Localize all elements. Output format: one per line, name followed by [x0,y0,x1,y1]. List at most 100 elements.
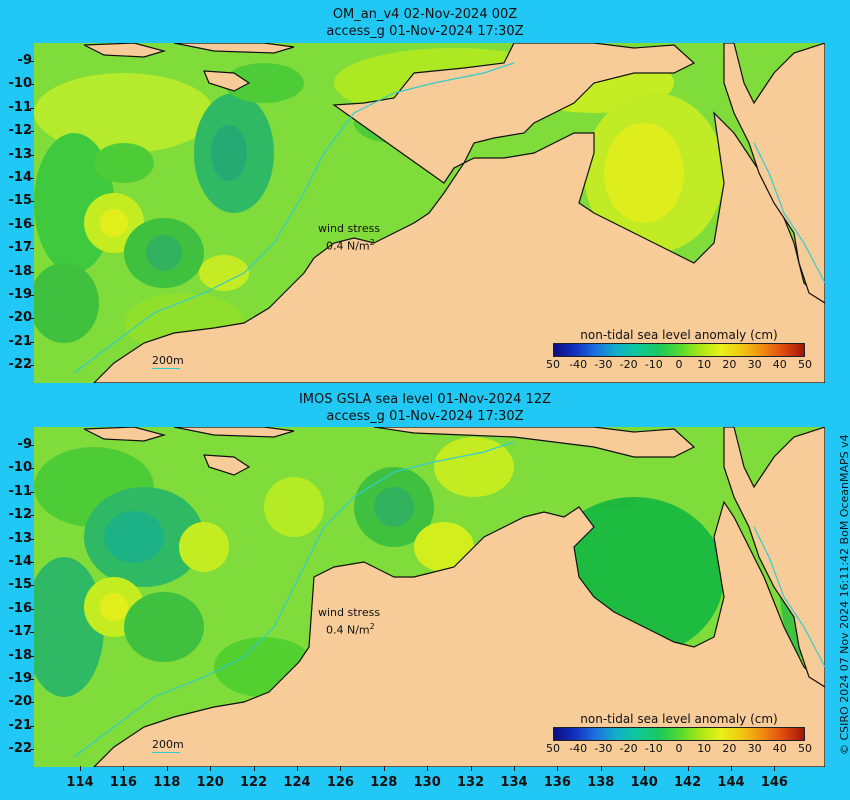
land [83,43,825,383]
scale-line [152,368,180,369]
x-tick-mark [427,766,429,771]
y-tick-mark [30,725,34,727]
y-tick-mark [30,679,34,680]
legend-tick: 20 [722,742,737,755]
legend-tick: 40 [772,742,787,755]
legend-tick: 10 [697,358,712,371]
x-tick-mark [383,766,385,771]
y-tick-label: -21 [8,717,33,733]
y-tick-label: -22 [8,741,33,757]
y-tick-mark [30,84,34,86]
y-tick-label: -15 [8,577,33,593]
y-tick-mark [30,702,34,704]
legend-colorbar [553,727,805,741]
y-tick-mark [30,271,34,273]
x-tick-mark [774,766,776,771]
legend-ticks: 50 -40 -30 -20 -10 0 10 20 30 40 50 [546,357,812,371]
y-tick-mark [30,107,34,109]
x-tick-mark [600,766,602,771]
legend-tick: 50 [798,358,812,371]
y-tick-mark [30,318,34,320]
panel2-legend: non-tidal sea level anomaly (cm) 50 -40 … [546,712,812,755]
y-tick-label: -18 [8,647,33,663]
y-tick-label: -22 [8,357,33,373]
x-tick-mark [166,766,168,771]
x-tick-label: 120 [196,775,224,790]
x-tick-mark [297,766,298,771]
wind-stress-value: 0.4 N/m2 [326,238,375,253]
panel1-wind-stress-label: wind stress 0.4 N/m2 [318,222,380,254]
legend-tick: 50 [798,742,812,755]
x-tick-label: 146 [760,775,788,790]
contour-200m [73,441,825,758]
panel2-scale-200m: 200m [152,738,184,753]
x-tick-label: 116 [109,775,137,790]
y-tick-label: -17 [8,240,33,256]
y-tick-label: -15 [8,193,33,209]
y-tick-mark [30,365,34,367]
y-tick-mark [30,468,34,470]
wind-stress-text: wind stress [318,606,381,619]
y-tick-label: -16 [8,600,33,616]
y-tick-label: -17 [8,624,33,640]
legend-tick: 30 [747,358,762,371]
legend-tick: 40 [772,358,787,371]
y-tick-label: -14 [8,554,33,569]
scale-label: 200m [152,738,184,751]
x-tick-mark [687,766,689,771]
y-tick-mark [30,248,34,250]
y-tick-label: -13 [8,530,33,546]
y-tick-mark [30,131,34,133]
x-tick-mark [514,766,515,771]
legend-ticks: 50 -40 -30 -20 -10 0 10 20 30 40 50 [546,741,812,755]
legend-tick: 50 [546,358,560,371]
y-tick-mark [30,538,34,540]
y-tick-mark [30,632,34,634]
x-tick-mark [210,766,212,771]
x-tick-label: 132 [457,775,485,790]
x-tick-mark [644,766,646,771]
panel1-map [34,43,825,383]
legend-tick: 30 [747,742,762,755]
y-tick-mark [30,178,34,179]
panel1-title-line2: access_g 01-Nov-2024 17:30Z [326,24,524,39]
panel1-scale-200m: 200m [152,354,184,369]
legend-tick: 0 [675,358,683,371]
y-tick-mark [30,562,34,563]
legend-title: non-tidal sea level anomaly (cm) [580,328,778,342]
y-tick-label: -11 [8,483,33,499]
legend-tick: -10 [644,742,663,755]
legend-colorbar [553,343,805,357]
y-tick-label: -12 [8,507,33,523]
y-tick-label: -10 [8,76,33,92]
legend-title: non-tidal sea level anomaly (cm) [580,712,778,726]
legend-tick: 10 [697,742,712,755]
legend-tick: -30 [594,742,613,755]
y-tick-mark [30,585,34,587]
scale-line [152,752,180,753]
y-tick-label: -20 [8,694,33,710]
y-tick-label: -10 [8,460,33,476]
x-tick-label: 130 [413,775,441,790]
x-tick-label: 142 [674,775,702,790]
panel1-title-line1: OM_an_v4 02-Nov-2024 00Z [332,7,518,22]
legend-tick: -30 [594,358,613,371]
y-tick-label: -19 [8,287,33,302]
panel2-map [34,427,825,767]
legend-tick: -40 [569,358,588,371]
y-tick-mark [30,608,34,610]
y-tick-label: -21 [8,333,33,349]
x-tick-mark [470,766,472,771]
y-tick-label: -18 [8,263,33,279]
x-tick-label: 144 [717,775,745,790]
x-tick-label: 114 [66,775,94,790]
y-tick-label: -9 [17,437,32,452]
contour-200m [73,62,825,374]
x-tick-label: 128 [370,775,398,790]
y-tick-mark [30,749,34,751]
y-tick-mark [30,655,34,657]
panel2-wind-stress-label: wind stress 0.4 N/m2 [318,606,380,638]
wind-stress-text: wind stress [318,222,381,235]
x-tick-label: 124 [283,775,311,790]
legend-tick: 20 [722,358,737,371]
